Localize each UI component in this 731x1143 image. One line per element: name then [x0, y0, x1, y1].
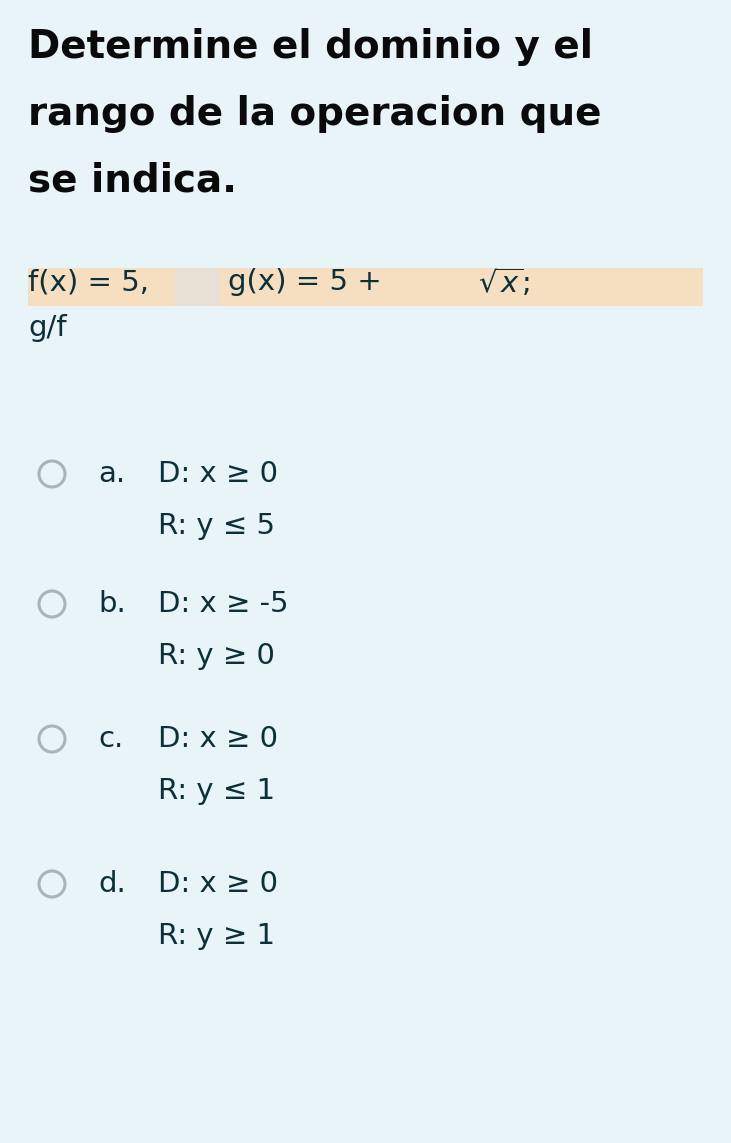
Text: Determine el dominio y el: Determine el dominio y el: [28, 27, 593, 66]
Text: R: y ≤ 1: R: y ≤ 1: [158, 777, 275, 805]
Text: R: y ≥ 0: R: y ≥ 0: [158, 642, 275, 670]
FancyBboxPatch shape: [28, 267, 703, 306]
Text: g(x) = 5 +: g(x) = 5 +: [228, 267, 382, 296]
FancyBboxPatch shape: [175, 267, 220, 306]
Text: se indica.: se indica.: [28, 162, 237, 200]
Text: f(x) = 5,: f(x) = 5,: [28, 267, 149, 296]
FancyBboxPatch shape: [480, 267, 565, 306]
Text: R: y ≤ 5: R: y ≤ 5: [158, 512, 275, 539]
Text: $\sqrt{x}$;: $\sqrt{x}$;: [478, 266, 529, 298]
Text: D: x ≥ 0: D: x ≥ 0: [158, 725, 278, 753]
Text: a.: a.: [98, 459, 125, 488]
Text: d.: d.: [98, 870, 126, 898]
Text: D: x ≥ -5: D: x ≥ -5: [158, 590, 289, 618]
Text: c.: c.: [98, 725, 124, 753]
Text: D: x ≥ 0: D: x ≥ 0: [158, 870, 278, 898]
Text: b.: b.: [98, 590, 126, 618]
Text: g/f: g/f: [28, 314, 67, 342]
Text: rango de la operacion que: rango de la operacion que: [28, 95, 602, 133]
Text: D: x ≥ 0: D: x ≥ 0: [158, 459, 278, 488]
Text: R: y ≥ 1: R: y ≥ 1: [158, 922, 275, 950]
